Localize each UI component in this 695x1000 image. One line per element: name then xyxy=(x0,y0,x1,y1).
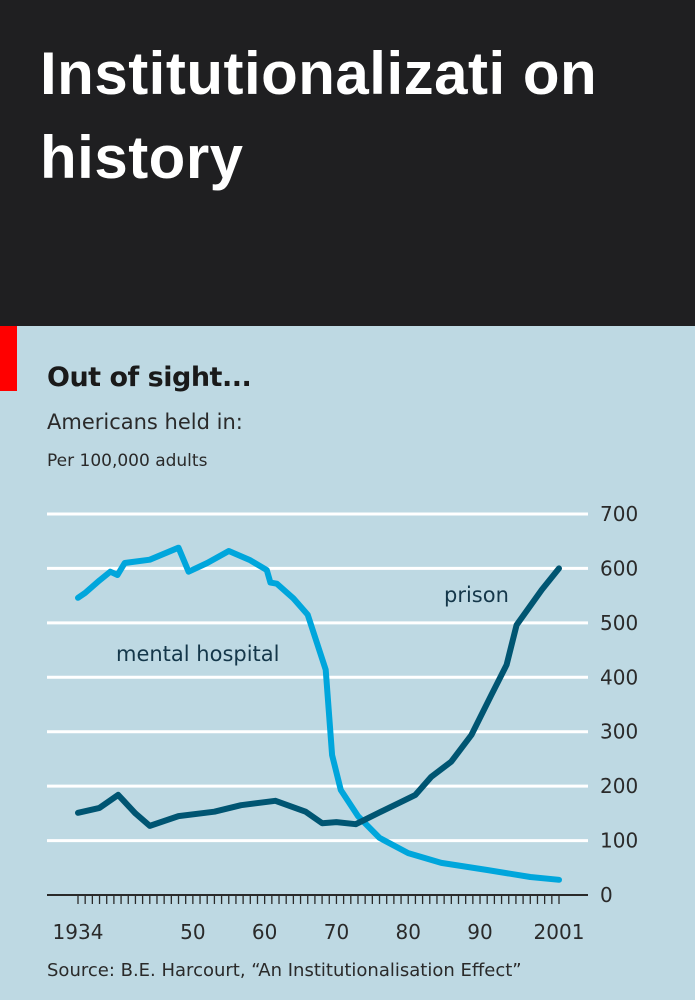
series-line-mental-hospital xyxy=(75,544,562,883)
x-tick-label: 70 xyxy=(324,920,349,944)
x-tick-label: 1934 xyxy=(53,920,104,944)
x-tick-label: 80 xyxy=(396,920,421,944)
header-bar: Institutionalizati on history xyxy=(0,0,695,326)
x-tick-label: 50 xyxy=(180,920,205,944)
chart-panel xyxy=(0,326,695,1000)
y-tick-label: 600 xyxy=(600,556,638,580)
red-accent-bar xyxy=(0,326,17,391)
y-tick-label: 500 xyxy=(600,611,638,635)
y-tick-label: 400 xyxy=(600,665,638,689)
x-tick-label: 90 xyxy=(467,920,492,944)
series-line-prison xyxy=(75,565,562,829)
y-tick-label: 100 xyxy=(600,829,638,853)
chart-source: Source: B.E. Harcourt, “An Institutional… xyxy=(47,960,522,981)
chart-subtitle: Americans held in: xyxy=(47,410,243,434)
y-tick-label: 300 xyxy=(600,720,638,744)
y-axis-label: Per 100,000 adults xyxy=(47,451,208,471)
y-tick-label: 0 xyxy=(600,883,613,907)
page-title: Institutionalizati on history xyxy=(40,40,598,191)
x-tick-label: 2001 xyxy=(534,920,585,944)
y-tick-label: 700 xyxy=(600,502,638,526)
x-tick-label: 60 xyxy=(252,920,277,944)
series-label-prison: prison xyxy=(444,583,509,607)
y-tick-label: 200 xyxy=(600,774,638,798)
series-label-mental-hospital: mental hospital xyxy=(116,642,280,666)
chart-title: Out of sight... xyxy=(47,362,252,393)
